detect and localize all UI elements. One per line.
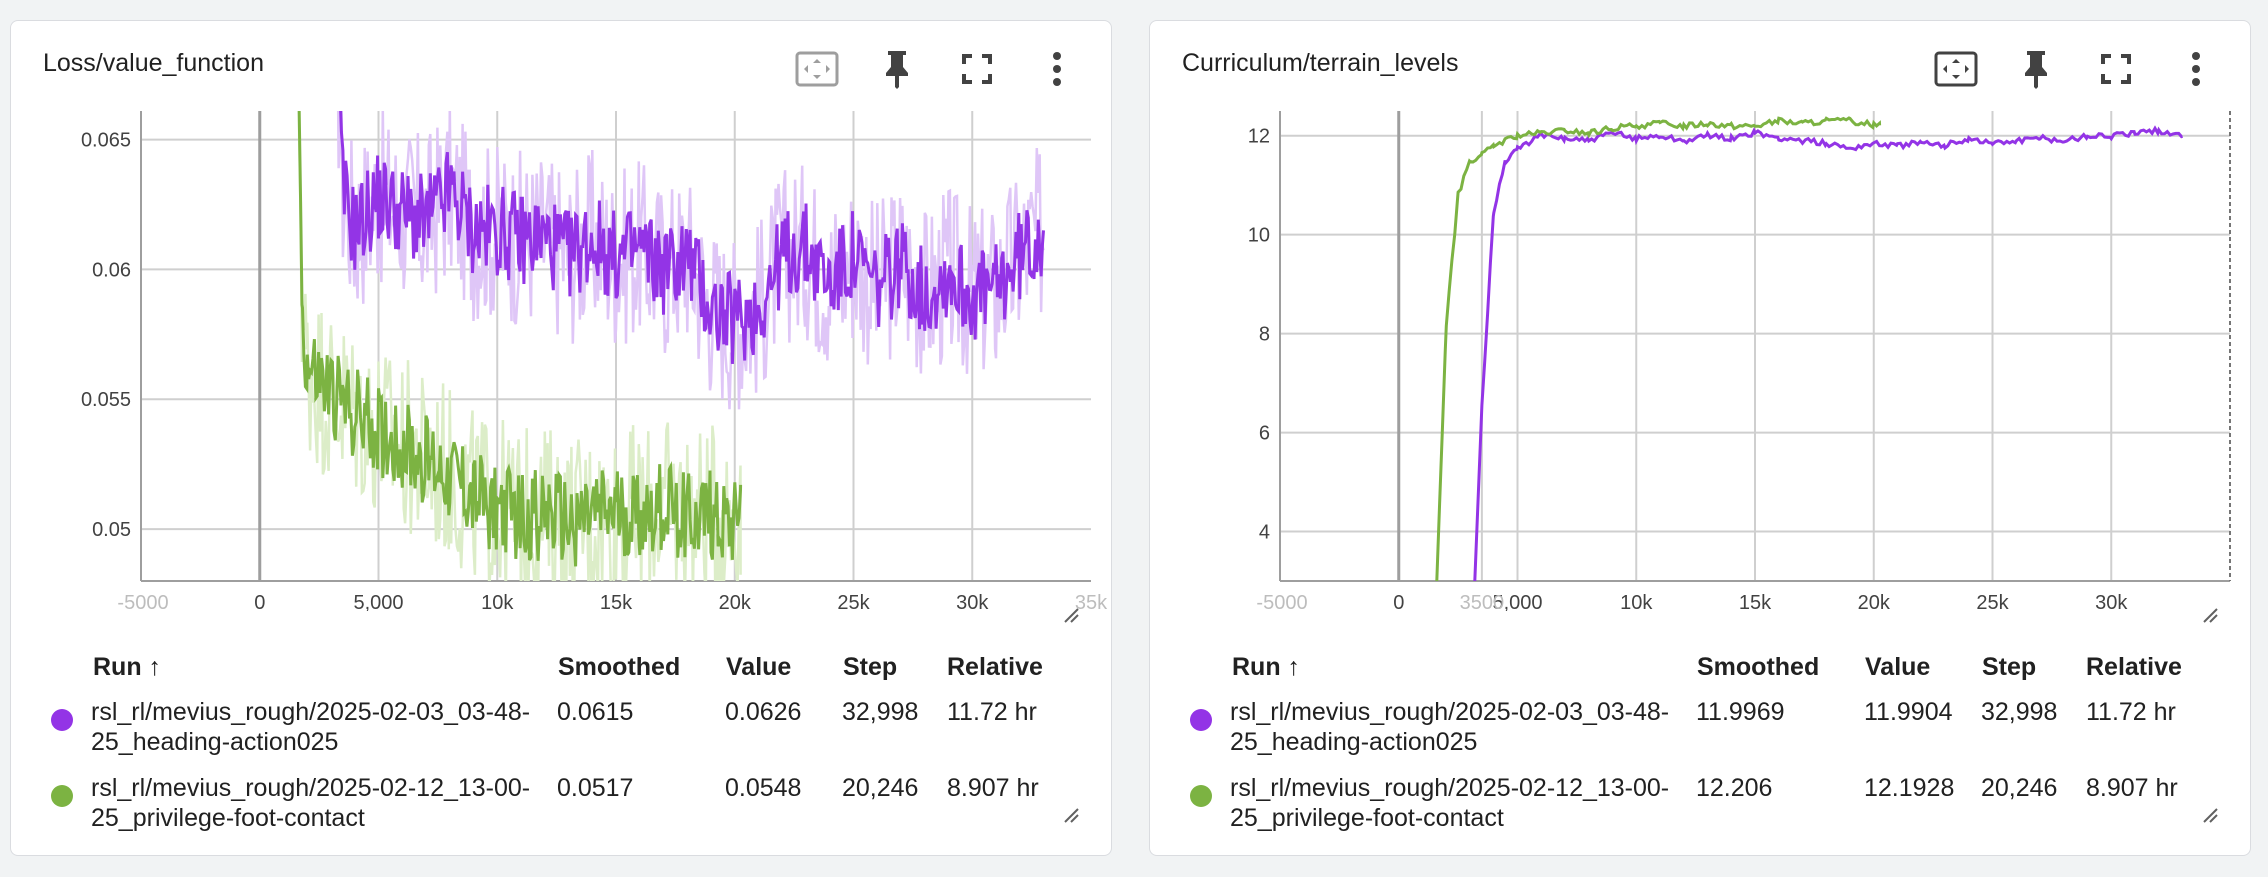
x-tick-label: 15k <box>1739 592 1772 611</box>
run-color-dot <box>1190 709 1212 731</box>
chart-card-curriculum-terrain-levels: Curriculum/terrain_levels -5000 0 5,000 10k… <box>1149 20 2251 856</box>
col-header-value[interactable]: Value <box>1865 653 1931 681</box>
x-tick-label: 20k <box>1858 592 1891 611</box>
smoothed-value: 0.0517 <box>557 774 634 802</box>
y-tick-label: 6 <box>1259 423 1270 445</box>
fullscreen-button[interactable] <box>941 47 1013 91</box>
chart-toolbar <box>1920 47 2232 91</box>
relative-time: 11.72 hr <box>947 698 1037 726</box>
run-name: rsl_rl/mevius_rough/2025-02-03_03-48-25_… <box>1230 698 1670 756</box>
chart-title: Loss/value_function <box>43 49 264 77</box>
more-options-button[interactable] <box>1021 47 1093 91</box>
line-chart[interactable]: -5000 0 5,000 10k 15k 20k 25k 30k 35k 0.05 0.055 0.… <box>11 111 1112 611</box>
x-tick-label: 10k <box>481 592 514 611</box>
fit-domain-icon <box>1934 51 1978 87</box>
table-resize-handle[interactable] <box>1063 807 1079 823</box>
col-header-run[interactable]: Run ↑ <box>1232 653 1301 681</box>
y-tick-label: 0.06 <box>92 259 131 281</box>
smoothed-value: 0.0615 <box>557 698 634 726</box>
series-raw-line <box>336 111 1045 410</box>
y-tick-label: 0.065 <box>81 130 131 152</box>
x-tick-label: 15k <box>600 592 633 611</box>
run-color-dot <box>51 709 73 731</box>
x-tick-label: 35k <box>1075 592 1108 611</box>
chart-toolbar <box>781 47 1093 91</box>
col-header-relative[interactable]: Relative <box>947 653 1043 681</box>
x-tick-label: 20k <box>719 592 752 611</box>
line-chart[interactable]: -5000 0 5,000 10k 15k 20k 25k 30k 3500 4 6 8 10 12 <box>1150 111 2251 611</box>
y-tick-label: 8 <box>1259 324 1270 346</box>
col-header-run[interactable]: Run ↑ <box>93 653 162 681</box>
x-tick-label: 25k <box>837 592 870 611</box>
grid <box>1280 111 2230 581</box>
col-header-relative[interactable]: Relative <box>2086 653 2182 681</box>
step: 32,998 <box>1981 698 2058 726</box>
col-header-step[interactable]: Step <box>1982 653 2037 681</box>
more-vert-icon <box>2192 52 2200 86</box>
step: 20,246 <box>842 774 919 802</box>
x-tick-label: 30k <box>956 592 989 611</box>
fit-domain-button[interactable] <box>1920 47 1992 91</box>
y-tick-label: 0.05 <box>92 519 131 541</box>
table-row[interactable]: rsl_rl/mevius_rough/2025-02-12_13-00-25_… <box>1150 771 2250 847</box>
relative-time: 8.907 hr <box>947 774 1039 802</box>
step: 20,246 <box>1981 774 2058 802</box>
table-resize-handle[interactable] <box>2202 807 2218 823</box>
run-name: rsl_rl/mevius_rough/2025-02-12_13-00-25_… <box>1230 774 1670 832</box>
x-tick-label: 25k <box>1976 592 2009 611</box>
more-vert-icon <box>1053 52 1061 86</box>
y-tick-label: 0.055 <box>81 389 131 411</box>
series-line <box>297 111 743 567</box>
x-tick-label: 30k <box>2095 592 2128 611</box>
x-tick-label: 0 <box>254 592 265 611</box>
smoothed-value: 12.206 <box>1696 774 1773 802</box>
col-header-smoothed[interactable]: Smoothed <box>558 653 681 681</box>
col-header-smoothed[interactable]: Smoothed <box>1697 653 1820 681</box>
value: 0.0548 <box>725 774 802 802</box>
series-line <box>1473 125 2184 581</box>
value: 11.9904 <box>1864 698 1953 726</box>
relative-time: 11.72 hr <box>2086 698 2176 726</box>
fullscreen-icon <box>962 54 992 84</box>
x-tick-label: -5000 <box>1256 592 1307 611</box>
x-tick-label: 5,000 <box>1492 592 1542 611</box>
fit-domain-icon <box>795 51 839 87</box>
col-header-step[interactable]: Step <box>843 653 898 681</box>
value: 0.0626 <box>725 698 802 726</box>
series-line <box>1435 116 1882 581</box>
step: 32,998 <box>842 698 919 726</box>
chart-card-loss-value-function: Loss/value_function -5000 0 5,000 10k 15k 20k… <box>10 20 1112 856</box>
y-tick-label: 12 <box>1248 126 1270 148</box>
fullscreen-button[interactable] <box>2080 47 2152 91</box>
x-tick-label: 3500 <box>1460 592 1505 611</box>
smoothed-value: 11.9969 <box>1696 698 1785 726</box>
chart-resize-handle[interactable] <box>2202 607 2218 623</box>
table-row[interactable]: rsl_rl/mevius_rough/2025-02-03_03-48-25_… <box>11 695 1111 771</box>
series-line <box>339 111 1045 364</box>
x-tick-label: 0 <box>1393 592 1404 611</box>
run-color-dot <box>51 785 73 807</box>
col-header-value[interactable]: Value <box>726 653 792 681</box>
chart-resize-handle[interactable] <box>1063 607 1079 623</box>
table-row[interactable]: rsl_rl/mevius_rough/2025-02-12_13-00-25_… <box>11 771 1111 847</box>
x-tick-label: 5,000 <box>353 592 403 611</box>
x-tick-label: 10k <box>1620 592 1653 611</box>
run-color-dot <box>1190 785 1212 807</box>
pin-button[interactable] <box>2000 47 2072 91</box>
y-tick-label: 4 <box>1259 522 1270 544</box>
run-name: rsl_rl/mevius_rough/2025-02-03_03-48-25_… <box>91 698 531 756</box>
fullscreen-icon <box>2101 54 2131 84</box>
run-name: rsl_rl/mevius_rough/2025-02-12_13-00-25_… <box>91 774 531 832</box>
more-options-button[interactable] <box>2160 47 2232 91</box>
value: 12.1928 <box>1864 774 1955 802</box>
fit-domain-button[interactable] <box>781 47 853 91</box>
pin-icon <box>2025 51 2047 89</box>
x-tick-label: -5000 <box>117 592 168 611</box>
y-tick-label: 10 <box>1248 225 1270 247</box>
table-row[interactable]: rsl_rl/mevius_rough/2025-02-03_03-48-25_… <box>1150 695 2250 771</box>
chart-title: Curriculum/terrain_levels <box>1182 49 1459 77</box>
pin-icon <box>886 51 908 89</box>
relative-time: 8.907 hr <box>2086 774 2178 802</box>
pin-button[interactable] <box>861 47 933 91</box>
